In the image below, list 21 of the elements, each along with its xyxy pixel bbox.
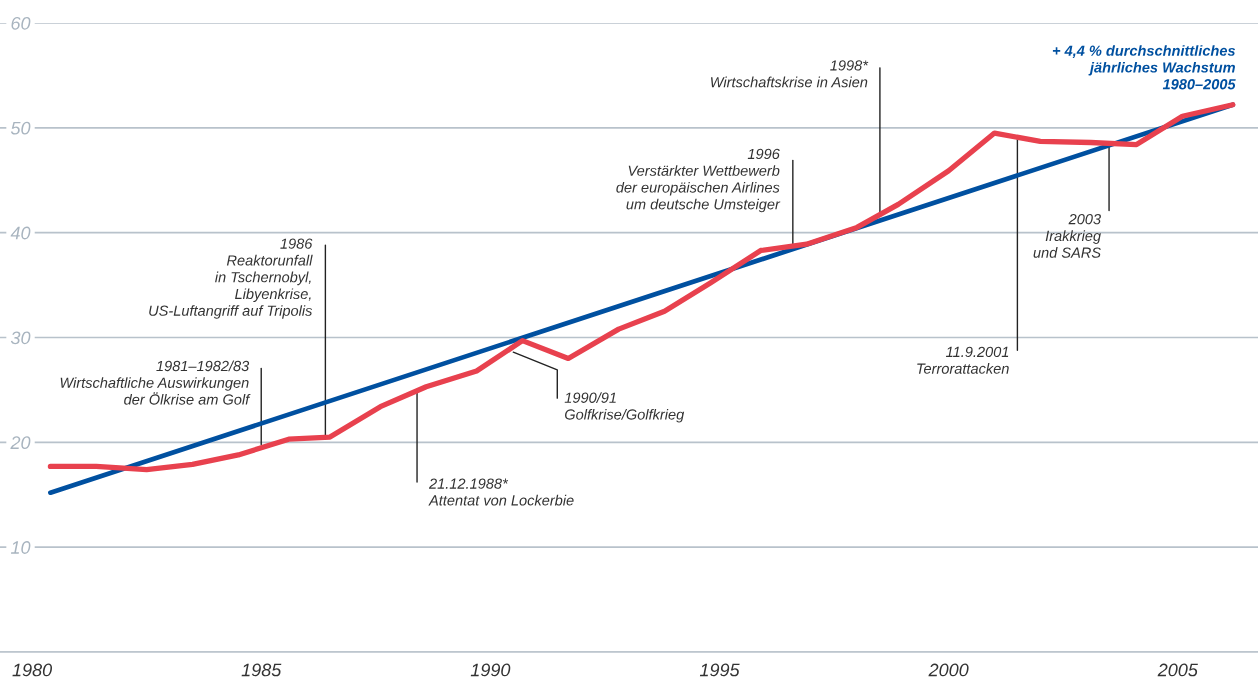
series-label: + 4,4 % durchschnittliches jährliches Wachstum 1980–2005 bbox=[1052, 45, 1236, 90]
annotation: 1981–1982/83 Wirtschaftliche Auswirkungen der Ölkrise am Golf bbox=[60, 360, 251, 405]
annotation: 21.12.1988* Attentat von Lockerbie bbox=[428, 478, 574, 506]
y-tick-label: 40 bbox=[10, 226, 31, 240]
y-tick-label: 20 bbox=[10, 436, 31, 450]
x-tick-label: 1995 bbox=[699, 663, 740, 677]
annotation: 11.9.2001 Terrorattacken bbox=[917, 346, 1009, 374]
x-tick-label: 1985 bbox=[241, 663, 282, 677]
annotation: 1986 Reaktorunfall in Tschernobyl, Libyenkrise, US-Luftangriff auf Tripolis bbox=[149, 238, 313, 319]
annotation: 1998* Wirtschaftskrise in Asien bbox=[711, 60, 869, 88]
y-tick-label: 10 bbox=[10, 541, 31, 554]
annotation: 1996 Verstärkter Wettbewerb der europäischen Airlines um deutsche Umsteiger bbox=[616, 148, 781, 213]
y-tick-label: 30 bbox=[10, 331, 31, 345]
x-tick-label: 2000 bbox=[928, 663, 969, 677]
y-tick-label: 50 bbox=[10, 121, 31, 135]
x-tick-label: 1990 bbox=[470, 663, 511, 677]
x-tick-label: 1980 bbox=[12, 663, 53, 677]
annotation: 2003 Irakkrieg und SARS bbox=[1033, 213, 1101, 258]
y-tick-label: 60 bbox=[11, 16, 31, 30]
annotation: 1990/91 Golfkrise/Golfkrieg bbox=[564, 392, 685, 423]
x-tick-label: 2005 bbox=[1157, 663, 1198, 677]
